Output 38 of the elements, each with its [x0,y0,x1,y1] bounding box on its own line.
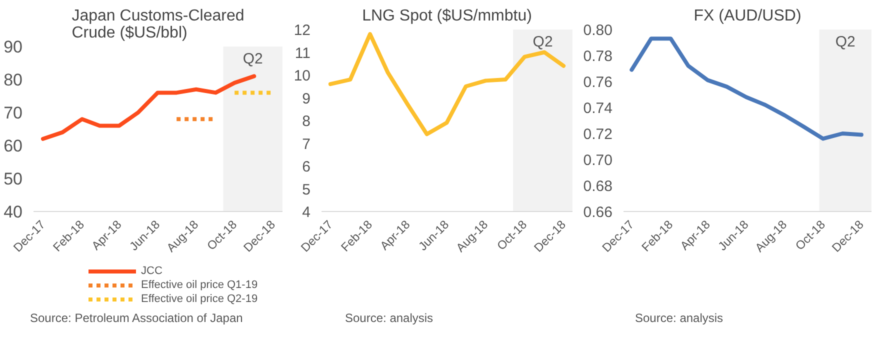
y-tick-label: 0.72 [583,126,613,143]
source-note: Source: analysis [345,310,434,327]
y-tick-label: 0.80 [583,22,613,39]
y-tick-label: 11 [294,44,311,62]
y-tick-label: 0.74 [583,100,613,117]
y-tick-label: 0.66 [583,204,613,221]
y-tick-label: 7 [302,136,310,153]
y-tick-label: 80 [4,70,23,90]
band-label: Q2 [532,34,553,50]
y-tick-label: 6 [302,158,310,176]
source-note: Source: analysis [635,310,724,327]
y-tick-label: 0.76 [583,74,613,91]
source-note: Source: Petroleum Association of Japan [30,310,243,327]
band-label: Q2 [242,50,263,68]
y-tick-label: 0.78 [583,48,613,65]
line-series [630,36,864,141]
legend-label: JCC [141,264,162,278]
y-tick-label: 50 [4,170,23,188]
y-tick-label: 40 [4,202,23,222]
y-tick-label: 8 [302,113,310,130]
chart-title: LNG Spot ($US/mmbtu) [362,8,532,24]
y-tick-label: 4 [302,204,310,221]
chart-title: FX (AUD/USD) [694,8,802,24]
y-tick-label: 0.70 [583,152,613,169]
y-tick-label: 10 [294,68,311,84]
y-tick-label: 0.68 [583,178,613,195]
line-series [40,74,256,141]
y-tick-label: 12 [294,22,311,39]
y-tick-label: 60 [4,136,23,156]
y-tick-label: 5 [302,181,310,198]
y-tick-label: 70 [4,104,23,122]
legend-label: Effective oil price Q1-19 [141,278,258,292]
chart-title: Japan Customs-Cleared Crude ($US/bbl) [72,8,244,42]
band-label: Q2 [835,34,856,50]
legend-label: Effective oil price Q2-19 [141,292,258,306]
y-tick-label: 90 [4,38,23,56]
line-series [328,32,566,136]
y-tick-label: 9 [302,90,310,108]
